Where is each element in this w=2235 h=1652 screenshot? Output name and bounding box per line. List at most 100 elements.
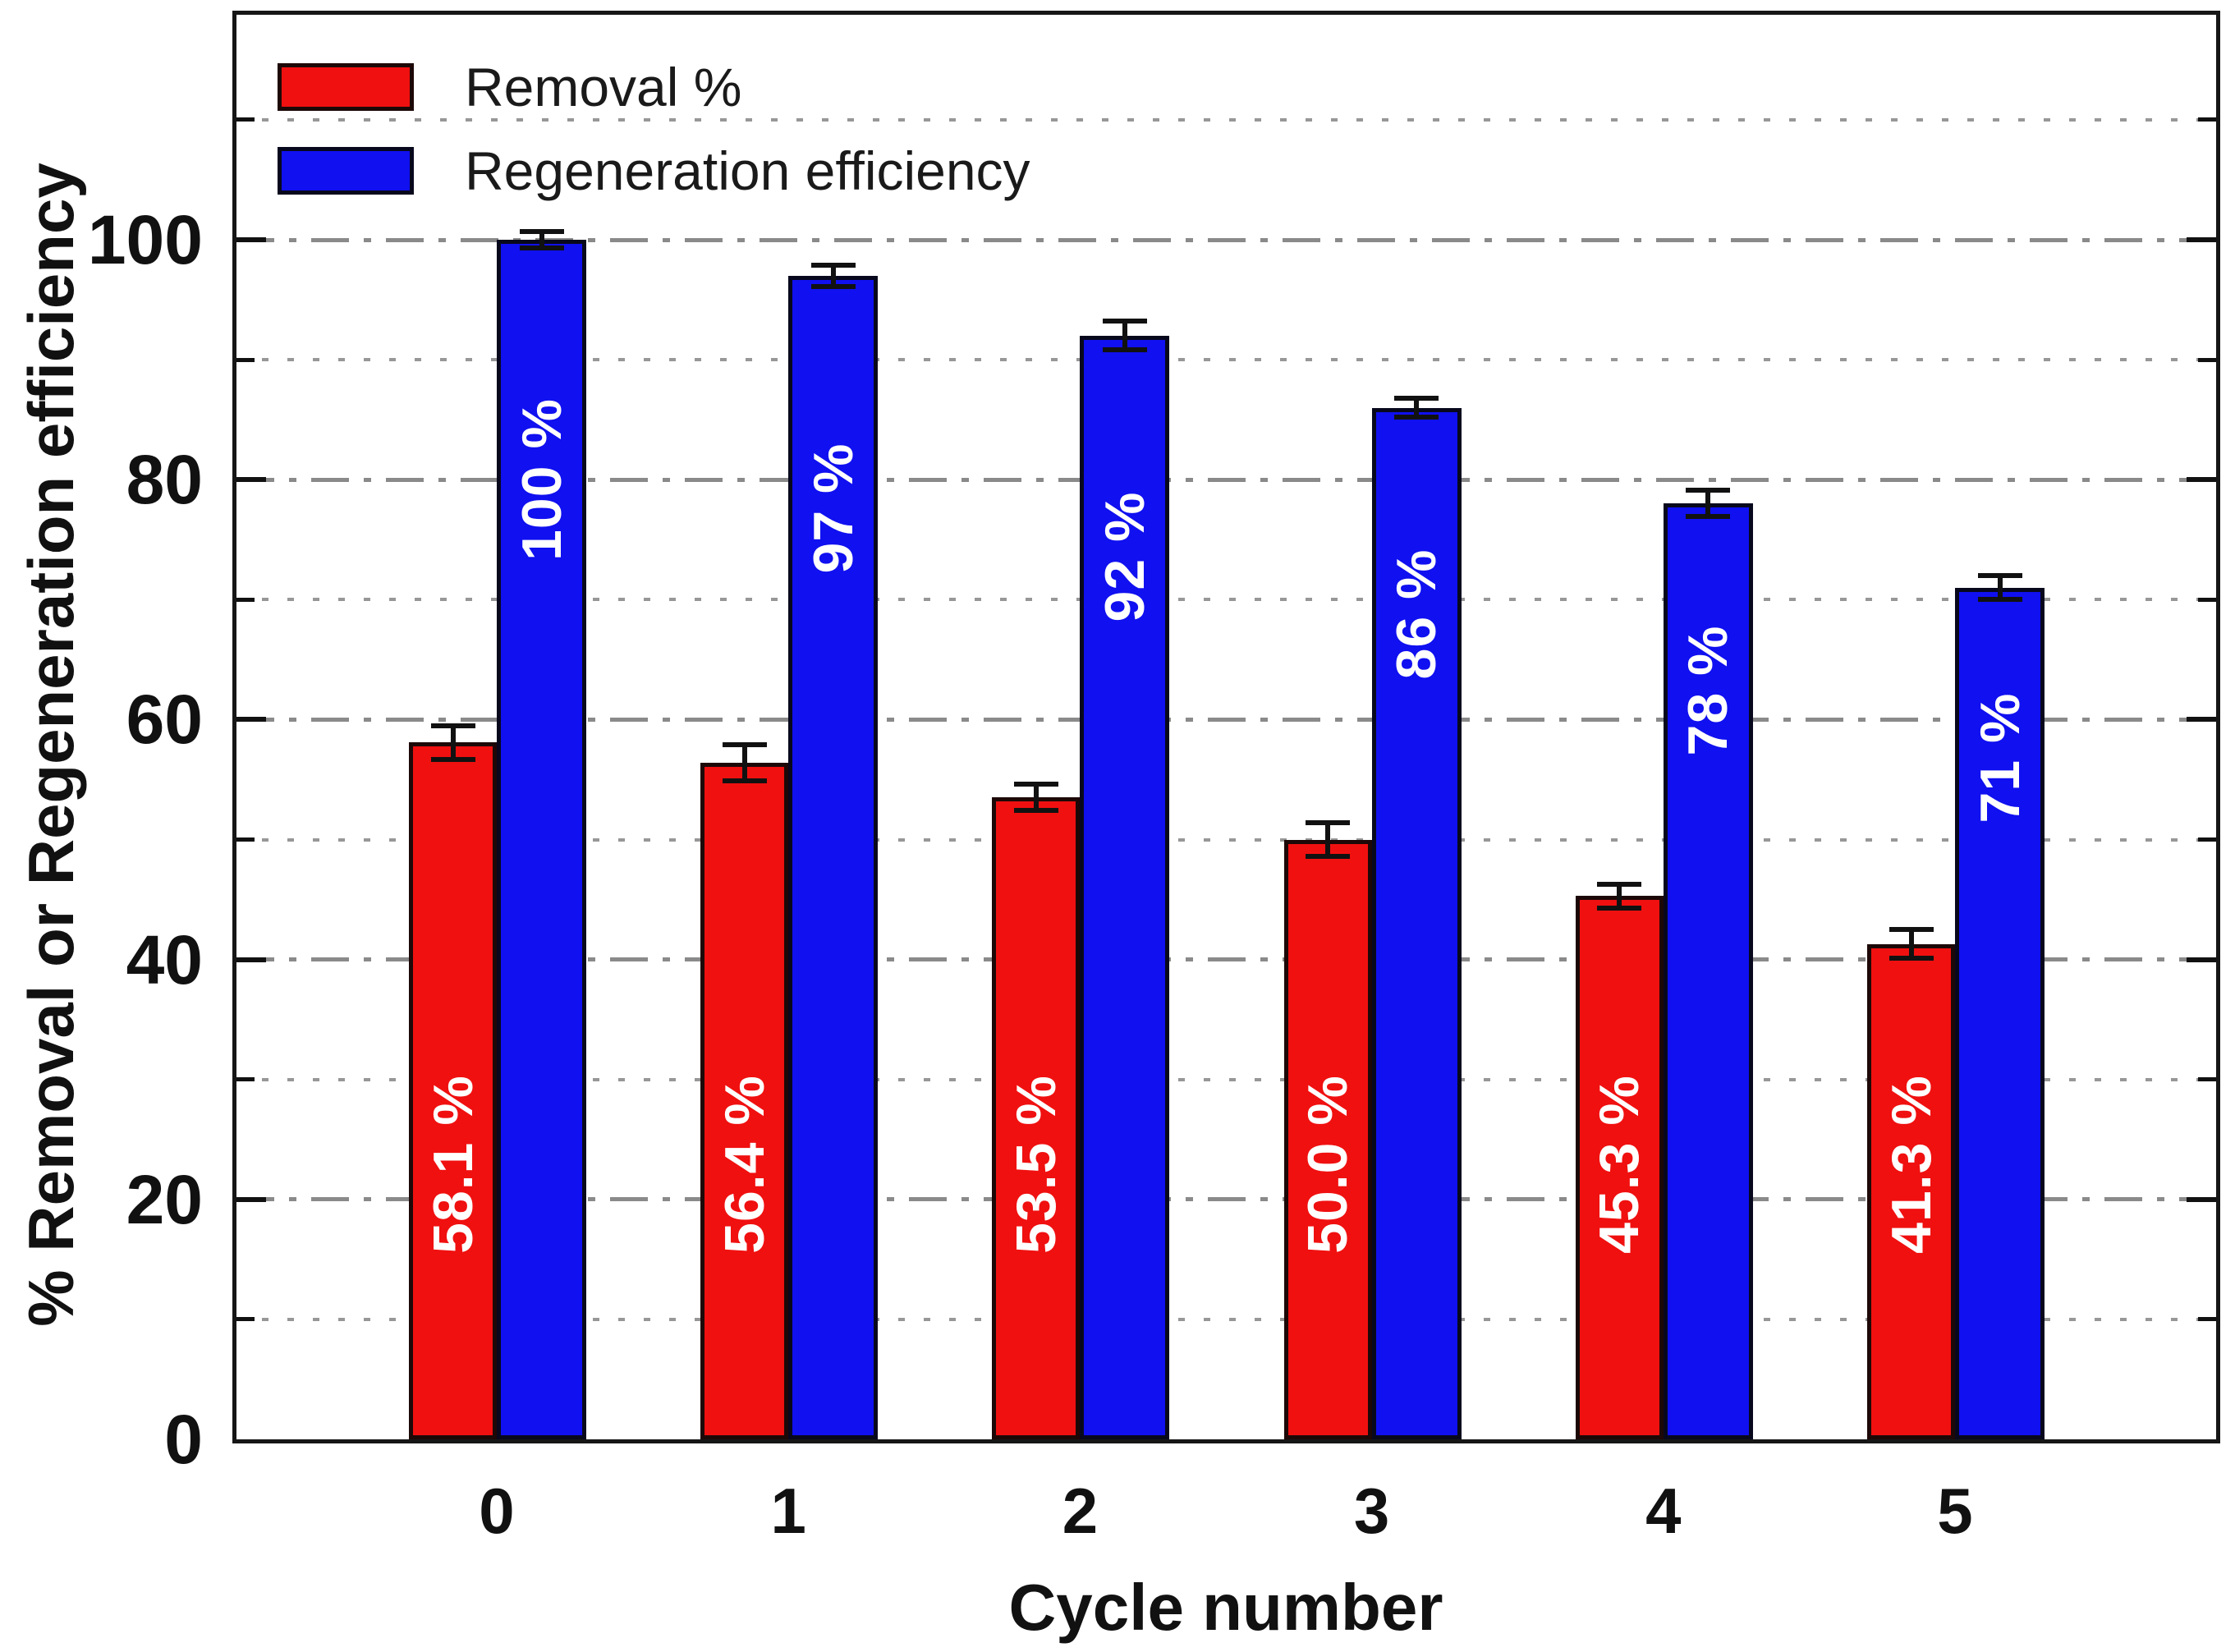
y-major-tick <box>236 237 266 242</box>
error-bar-line <box>741 745 747 781</box>
bar-regeneration <box>1955 587 2045 1439</box>
y-tick-label: 80 <box>126 441 203 519</box>
y-tick-label: 40 <box>126 920 203 998</box>
gridline-minor <box>236 358 2216 362</box>
bar-regeneration <box>788 275 879 1439</box>
bar-value-label: 78 % <box>1677 625 1740 756</box>
error-bar-line <box>1033 784 1039 811</box>
y-minor-tick <box>236 357 255 362</box>
y-minor-tick <box>2198 357 2216 362</box>
error-bar-cap-bottom <box>519 246 564 251</box>
error-bar-cap-bottom <box>1102 347 1147 353</box>
gridline-minor <box>236 837 2216 842</box>
y-minor-tick <box>236 1317 255 1322</box>
y-major-tick <box>2187 717 2216 723</box>
error-bar-cap-top <box>810 262 856 268</box>
gridline-major <box>236 957 2216 962</box>
error-bar-cap-top <box>1394 395 1439 401</box>
legend: Removal % Regeneration efficiency <box>278 56 1030 223</box>
bar-removal <box>409 742 497 1439</box>
error-bar-line <box>1997 576 2003 600</box>
x-tick-label: 5 <box>1937 1475 1973 1547</box>
error-bar-cap-bottom <box>1306 853 1351 859</box>
bar-value-label: 97 % <box>801 443 865 574</box>
bar-value-label: 56.4 % <box>713 1075 776 1254</box>
bar-value-label: 53.5 % <box>1004 1075 1067 1254</box>
y-major-tick <box>236 1196 266 1202</box>
error-bar-line <box>1122 321 1127 351</box>
legend-label-removal: Removal % <box>465 57 742 117</box>
y-major-tick <box>2187 957 2216 962</box>
error-bar-cap-bottom <box>1889 956 1934 961</box>
legend-swatch-regeneration <box>278 147 414 195</box>
bar-removal <box>1867 943 1955 1439</box>
x-tick-label: 4 <box>1645 1475 1682 1547</box>
error-bar-cap-bottom <box>1597 905 1642 911</box>
x-tick-label: 0 <box>479 1475 515 1547</box>
bar-value-label: 50.0 % <box>1296 1075 1360 1254</box>
y-minor-tick <box>2198 1317 2216 1322</box>
gridline-major <box>236 717 2216 722</box>
bar-regeneration <box>1080 335 1170 1439</box>
error-bar-cap-top <box>1977 573 2022 579</box>
error-bar-cap-top <box>1102 319 1147 324</box>
error-bar-cap-top <box>1306 820 1351 826</box>
bar-removal <box>700 763 789 1439</box>
bar-value-label: 86 % <box>1385 548 1448 680</box>
gridline-major <box>236 477 2216 482</box>
gridline-minor <box>236 1077 2216 1081</box>
error-bar-cap-bottom <box>1013 808 1058 814</box>
bar-value-label: 41.3 % <box>1879 1075 1943 1254</box>
bar-value-label: 58.1 % <box>421 1075 484 1254</box>
error-bar-cap-top <box>722 742 767 748</box>
y-minor-tick <box>236 1077 255 1082</box>
gridline-minor <box>236 1317 2216 1321</box>
error-bar-line <box>1325 823 1331 856</box>
error-bar-cap-top <box>430 723 475 728</box>
error-bar-cap-top <box>1597 881 1642 887</box>
x-tick-label: 3 <box>1353 1475 1390 1547</box>
error-bar-line <box>539 231 544 249</box>
gridline-minor <box>236 598 2216 602</box>
y-minor-tick <box>236 837 255 842</box>
y-major-tick <box>236 717 266 723</box>
legend-label-regeneration: Regeneration efficiency <box>465 140 1030 201</box>
error-bar-cap-top <box>519 228 564 234</box>
plot-area: 58.1 % 100 % 56.4 % 97 % 53.5 % 92 % 50.0 % 86 … <box>232 11 2220 1443</box>
y-tick-label: 60 <box>126 681 203 759</box>
x-tick-label: 2 <box>1062 1475 1099 1547</box>
error-bar-cap-top <box>1013 782 1058 787</box>
error-bar-cap-bottom <box>430 756 475 762</box>
error-bar-line <box>450 725 456 759</box>
bar-value-label: 71 % <box>1968 692 2031 824</box>
x-tick-label: 1 <box>770 1475 806 1547</box>
error-bar-line <box>1908 929 1914 959</box>
bar-value-label: 92 % <box>1093 491 1156 622</box>
y-major-tick <box>2187 237 2216 242</box>
y-minor-tick <box>236 597 255 602</box>
x-axis-title: Cycle number <box>1008 1571 1443 1644</box>
gridline-minor <box>236 117 2216 122</box>
error-bar-cap-bottom <box>1977 597 2022 603</box>
error-bar-line <box>1617 883 1622 908</box>
y-minor-tick <box>2198 117 2216 122</box>
bar-value-label: 100 % <box>510 398 573 562</box>
gridline-major <box>236 1197 2216 1202</box>
error-bar-line <box>830 264 836 287</box>
bar-removal <box>1283 839 1372 1439</box>
y-major-tick <box>2187 1196 2216 1202</box>
error-bar-line <box>1414 397 1420 418</box>
y-major-tick <box>2187 477 2216 483</box>
bar-removal <box>992 797 1081 1439</box>
legend-swatch-removal <box>278 63 414 111</box>
error-bar-cap-top <box>1889 927 1934 933</box>
legend-item-removal: Removal % <box>278 56 1030 118</box>
gridline-major <box>236 237 2216 242</box>
error-bar-cap-bottom <box>1394 415 1439 420</box>
error-bar-cap-bottom <box>810 283 856 289</box>
y-minor-tick <box>236 117 255 122</box>
y-major-tick <box>236 957 266 962</box>
y-tick-label: 20 <box>126 1160 203 1238</box>
error-bar-cap-top <box>1686 488 1731 493</box>
